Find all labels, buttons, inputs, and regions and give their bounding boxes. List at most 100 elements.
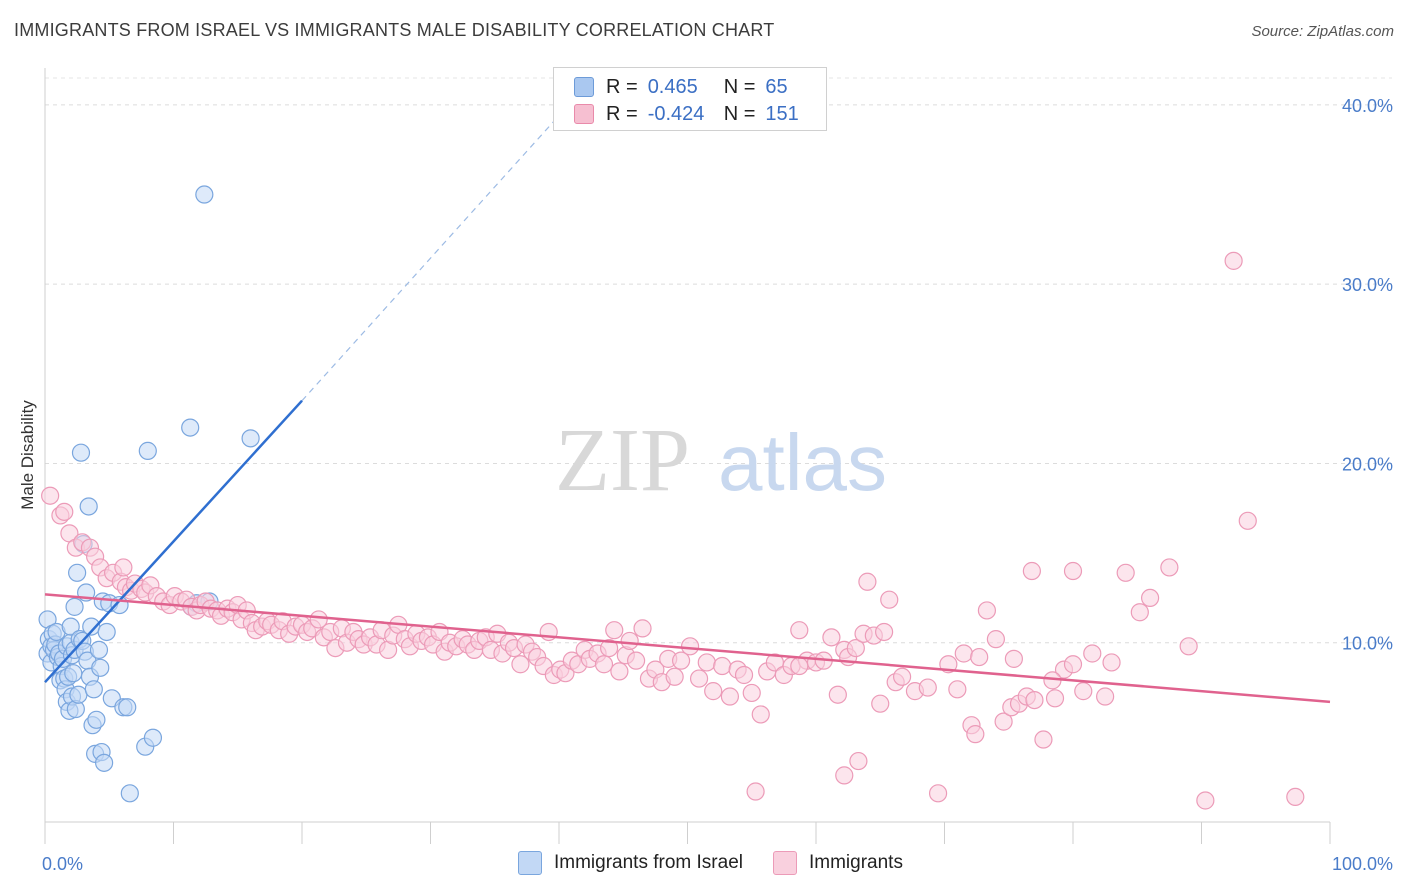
israel-point [97,622,116,642]
immigrants-point [746,782,765,801]
immigrants-point [1160,558,1179,577]
y-tick-label: 30.0% [1342,275,1393,295]
immigrants-point [846,639,865,658]
immigrants-point [1130,603,1149,622]
immigrants-point [849,751,868,771]
immigrants-point [954,644,973,663]
immigrants-point [1196,791,1215,810]
immigrants-point [1063,561,1083,581]
immigrants-point [309,610,328,629]
watermark-atlas: atlas [718,418,887,507]
immigrants-point [1286,787,1305,807]
watermark-zip: ZIP [555,411,690,510]
legend-swatch-immigrants [772,851,797,875]
n-label: N = [723,75,756,98]
immigrants-point [822,628,841,647]
immigrants-point [1034,730,1053,749]
immigrants-point [720,687,740,706]
israel-point [143,728,163,747]
r-label: R = [606,75,638,98]
chart-source: Source: ZipAtlas.com [1251,23,1394,40]
immigrants-point [928,784,948,803]
x-tick-label: 0.0% [42,854,83,874]
israel-trend-line [44,399,303,684]
immigrants-point [977,601,997,620]
immigrants-point [1004,649,1023,668]
y-axis-label: Male Disability [18,400,37,510]
chart-title: IMMIGRANTS FROM ISRAEL VS IMMIGRANTS MAL… [14,20,775,40]
legend-label-israel: Immigrants from Israel [554,852,743,873]
israel-point [241,429,260,448]
immigrants-point [605,621,624,640]
correlation-legend: R = 0.465 N = 65 R = -0.424 N = 151 [553,67,827,131]
legend-swatch-immigrants [574,104,594,124]
immigrants-point [689,669,709,688]
series-immigrants-points [41,251,1305,810]
watermark: ZIP atlas [555,411,887,510]
legend-swatch-israel [574,77,594,97]
immigrants-point [918,678,937,697]
immigrants-point [742,683,761,703]
trend-lines [44,108,1331,704]
axes [44,68,1331,844]
israel-point [118,698,137,717]
x-tick-label: 100.0% [1332,854,1393,874]
immigrants-point [835,766,854,785]
israel-point [195,185,214,204]
israel-point [65,597,84,616]
immigrants-point [1083,644,1102,663]
immigrants-point [751,705,770,724]
israel-point [68,563,87,582]
immigrants-point [871,694,890,713]
immigrants-point [610,662,629,681]
immigrants-point [626,651,646,670]
immigrants-point [620,631,639,651]
grid [45,77,1392,644]
immigrants-point [594,655,614,674]
immigrants-point [734,665,754,685]
immigrants-point [633,619,652,638]
immigrants-point [680,637,700,656]
israel-point [138,441,157,460]
n-value: 65 [765,75,788,98]
tick-labels: 10.0% 20.0% 30.0% 40.0% 0.0% 100.0% [42,96,1393,874]
immigrants-point [1238,511,1257,530]
immigrants-point [671,651,691,670]
immigrants-trend-line [44,593,1331,704]
immigrants-point [713,656,732,676]
immigrants-point [1025,690,1044,710]
israel-point [89,640,109,659]
r-label: R = [606,102,638,125]
immigrants-point [986,630,1006,649]
immigrants-point [880,590,899,609]
israel-point [84,680,103,699]
israel-point [95,753,114,772]
immigrants-point [1096,687,1115,706]
immigrants-point [1063,655,1083,674]
israel-point [181,418,200,437]
immigrants-point [1140,588,1160,608]
immigrants-point [55,502,74,521]
immigrants-point [1224,251,1243,270]
legend-item-immigrants: Immigrants [772,851,903,875]
immigrants-point [1179,637,1198,656]
immigrants-point [697,653,716,672]
immigrants-point [790,621,809,640]
immigrants-point [511,655,530,674]
n-label: N = [723,102,756,125]
israel-point [71,443,91,462]
legend-label-immigrants: Immigrants [808,852,903,873]
israel-point [61,617,80,636]
immigrants-point [41,486,60,505]
immigrants-point [1045,689,1065,708]
series-israel-points [38,185,260,803]
immigrants-point [114,558,133,577]
israel-point [91,658,110,677]
immigrants-point [1074,682,1093,701]
immigrants-point [600,639,619,658]
immigrants-point [875,622,894,642]
israel-point [87,710,106,729]
immigrants-point [790,656,809,676]
immigrants-point [858,572,877,591]
